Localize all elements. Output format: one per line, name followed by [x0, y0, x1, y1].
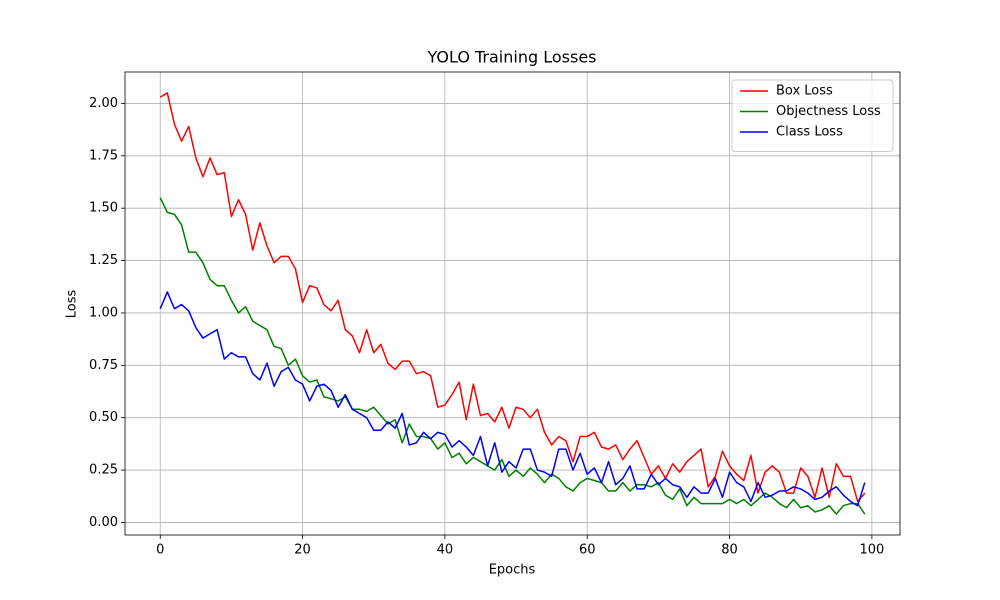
y-tick-label: 1.25 — [89, 253, 118, 268]
line-series — [159, 291, 866, 507]
chart-title: YOLO Training Losses — [426, 48, 596, 67]
y-axis-label: Loss — [65, 290, 80, 319]
legend-label: Class Loss — [776, 125, 843, 140]
x-tick-label: 20 — [294, 543, 311, 558]
legend-label: Box Loss — [776, 84, 833, 99]
y-tick-label: 0.25 — [89, 463, 118, 478]
y-tick-label: 2.00 — [89, 96, 118, 111]
y-tick-label: 0.00 — [89, 515, 118, 530]
line-series — [159, 197, 866, 515]
plot-frame — [124, 71, 901, 536]
x-tick-label: 0 — [156, 543, 164, 558]
legend-label: Objectness Loss — [776, 104, 881, 119]
x-tick-label: 80 — [721, 543, 738, 558]
line-series — [159, 92, 866, 503]
y-tick-label: 1.75 — [89, 148, 118, 163]
x-tick-label: 40 — [437, 543, 454, 558]
x-tick-label: 60 — [579, 543, 596, 558]
y-tick-label: 1.50 — [89, 201, 118, 216]
y-tick-label: 0.50 — [89, 410, 118, 425]
legend-box — [731, 79, 894, 152]
y-tick-label: 0.75 — [89, 358, 118, 373]
x-axis-label: Epochs — [489, 563, 536, 578]
x-tick-label: 100 — [859, 543, 884, 558]
y-tick-label: 1.00 — [89, 305, 118, 320]
